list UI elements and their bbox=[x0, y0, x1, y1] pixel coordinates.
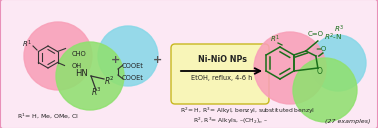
Text: +: + bbox=[152, 55, 162, 65]
Text: +: + bbox=[112, 55, 121, 65]
Text: HN: HN bbox=[76, 70, 88, 78]
Ellipse shape bbox=[24, 22, 92, 90]
Text: OH: OH bbox=[72, 63, 82, 69]
Text: C=O: C=O bbox=[308, 31, 324, 37]
Ellipse shape bbox=[56, 42, 124, 110]
Ellipse shape bbox=[98, 26, 158, 86]
Text: $R^1$: $R^1$ bbox=[270, 33, 280, 45]
Text: R$^2$= H, R$^3$= Alkyl, benzyl, substituted benzyl: R$^2$= H, R$^3$= Alkyl, benzyl, substitu… bbox=[180, 106, 316, 116]
Text: Ni-NiO NPs: Ni-NiO NPs bbox=[197, 56, 246, 65]
Text: $R^3$: $R^3$ bbox=[91, 86, 102, 98]
Ellipse shape bbox=[293, 58, 357, 122]
Text: O: O bbox=[317, 67, 323, 76]
Text: COOEt: COOEt bbox=[122, 75, 144, 81]
Text: (27 examples): (27 examples) bbox=[325, 119, 371, 124]
Text: $R^1$: $R^1$ bbox=[22, 38, 32, 50]
Text: R$^2$, R$^3$= Alkyls, –(CH$_2$)$_n$ –: R$^2$, R$^3$= Alkyls, –(CH$_2$)$_n$ – bbox=[192, 116, 268, 126]
Text: R$^1$= H, Me, OMe, Cl: R$^1$= H, Me, OMe, Cl bbox=[17, 112, 79, 120]
Text: $R^2$: $R^2$ bbox=[104, 75, 115, 87]
Text: CHO: CHO bbox=[72, 51, 87, 57]
Text: EtOH, reflux, 4-6 h: EtOH, reflux, 4-6 h bbox=[191, 75, 253, 81]
Text: =O: =O bbox=[315, 46, 327, 52]
Ellipse shape bbox=[310, 35, 366, 91]
Text: $R^3$: $R^3$ bbox=[334, 23, 344, 35]
Text: COOEt: COOEt bbox=[122, 63, 144, 69]
Text: $R^2$-N: $R^2$-N bbox=[324, 31, 342, 43]
FancyBboxPatch shape bbox=[171, 44, 269, 104]
Ellipse shape bbox=[254, 32, 326, 104]
